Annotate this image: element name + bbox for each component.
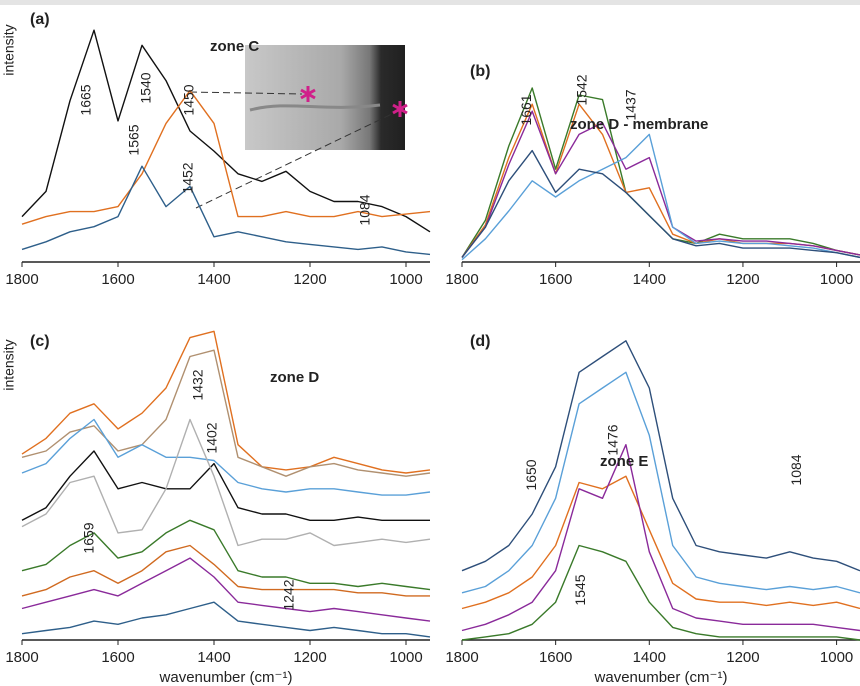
peak-label: 1659 (80, 522, 96, 553)
x-tick-label: 1200 (726, 649, 759, 666)
peak-label: 1476 (604, 424, 620, 455)
x-tick-label: 1000 (389, 271, 422, 288)
x-tick-label: 1800 (5, 649, 38, 666)
x-tick-label: 1000 (389, 649, 422, 666)
spectrum-line (461, 544, 860, 641)
inset-photo (189, 45, 408, 209)
peak-label: 1084 (356, 194, 372, 225)
spectrum-line (21, 29, 431, 233)
x-tick-label: 1200 (293, 649, 326, 666)
spectrum-line (21, 544, 430, 597)
spectrum-line (21, 519, 431, 591)
top-strip (0, 0, 860, 5)
spectrum-line (21, 330, 431, 474)
spectrum-line (21, 349, 431, 477)
peak-label: 1242 (281, 579, 297, 610)
x-tick-label: 1600 (539, 649, 572, 666)
peak-label: 1437 (623, 89, 639, 120)
x-tick-label: 1800 (445, 271, 478, 288)
spectrum-line (21, 89, 431, 225)
panel-label: (a) (30, 11, 50, 28)
zone-title: zone E (600, 453, 648, 470)
x-tick-label: 1400 (197, 271, 230, 288)
x-tick-label: 1400 (197, 649, 230, 666)
spectrum-line (461, 110, 860, 258)
peak-label: 1545 (572, 574, 588, 605)
peak-label: 1661 (518, 94, 534, 125)
spectrum-line (21, 601, 431, 638)
spectrum-line (21, 165, 431, 256)
x-tick-label: 1600 (101, 271, 134, 288)
x-tick-label: 1000 (820, 271, 853, 288)
x-tick-label: 1800 (445, 649, 478, 666)
spectrum-line (461, 475, 860, 610)
spectrum-line (21, 418, 431, 547)
x-tick-label: 1200 (293, 271, 326, 288)
peak-label: 1084 (788, 454, 804, 485)
spectrum-line (461, 444, 860, 632)
spectrum-line (21, 557, 431, 622)
peak-label: 1540 (138, 72, 154, 103)
x-tick-label: 1400 (633, 649, 666, 666)
x-tick-label: 1000 (820, 649, 853, 666)
peak-label: 1542 (574, 74, 590, 105)
x-tick-label: 1600 (539, 271, 572, 288)
x-axis-label: wavenumber (cm⁻¹) (594, 669, 728, 686)
peak-label: 1665 (78, 84, 94, 115)
y-axis-label: intensity (1, 24, 17, 75)
zone-title: zone D - membrane (570, 116, 708, 133)
peak-label: 1402 (204, 422, 220, 453)
spectrum-line (461, 371, 860, 594)
x-tick-label: 1600 (101, 649, 134, 666)
peak-label: 1452 (180, 162, 196, 193)
x-axis-label: wavenumber (cm⁻¹) (159, 669, 293, 686)
spectrum-line (21, 450, 430, 521)
panel-label: (c) (30, 333, 50, 350)
spectrum-line (461, 133, 860, 261)
y-axis-label: intensity (1, 339, 17, 390)
x-tick-label: 1800 (5, 271, 38, 288)
spectrum-line (461, 149, 860, 259)
panel-label: (d) (470, 333, 490, 350)
zone-title: zone D (270, 369, 319, 386)
zone-title: zone C (210, 38, 259, 55)
panel-label: (b) (470, 63, 490, 80)
spectrum-line (461, 340, 860, 572)
peak-label: 1650 (523, 459, 539, 490)
peak-label: 1565 (126, 124, 142, 155)
x-tick-label: 1200 (726, 271, 759, 288)
x-tick-label: 1400 (633, 271, 666, 288)
peak-label: 1450 (181, 84, 197, 115)
peak-label: 1432 (189, 369, 205, 400)
spectrum-line (21, 418, 431, 496)
